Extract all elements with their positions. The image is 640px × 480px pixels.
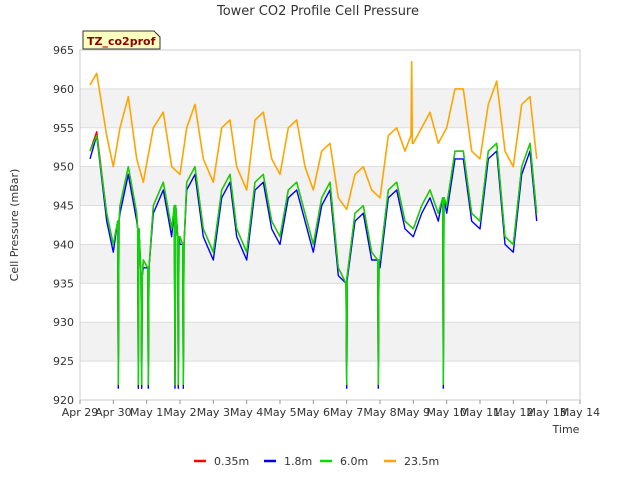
y-tick-label: 950: [53, 161, 74, 174]
legend-label: 0.35m: [214, 455, 249, 468]
y-tick-label: 930: [53, 316, 74, 329]
legend-item: 1.8m: [264, 455, 312, 468]
legend-item: 0.35m: [194, 455, 249, 468]
x-tick-label: May 11: [460, 406, 500, 419]
x-tick-label: May 10: [427, 406, 467, 419]
x-tick-label: Apr 30: [95, 406, 132, 419]
x-tick-label: May 1: [130, 406, 163, 419]
site-badge-box: [82, 30, 161, 50]
series-line-23_5m: [89, 60, 538, 211]
series-layer: [89, 60, 538, 389]
x-tick-label: May 7: [330, 406, 363, 419]
legend-item: 6.0m: [320, 455, 368, 468]
y-tick-label: 925: [53, 355, 74, 368]
legend-item: 23.5m: [384, 455, 439, 468]
x-tick-label: May 4: [230, 406, 263, 419]
x-tick-label: May 8: [363, 406, 396, 419]
y-tick-label: 955: [53, 122, 74, 135]
x-tick-label: May 9: [397, 406, 430, 419]
x-tick-label: May 5: [263, 406, 296, 419]
plot-frame: [79, 49, 581, 401]
x-tick-label: May 12: [493, 406, 533, 419]
x-tick-label: May 6: [297, 406, 330, 419]
chart-title: Tower CO2 Profile Cell Pressure: [216, 4, 419, 19]
grid-band: [80, 88, 580, 128]
x-tick-label: May 3: [197, 406, 230, 419]
grid-bands: [80, 88, 580, 362]
y-tick-label: 960: [53, 83, 74, 96]
x-axis-title: Time: [552, 423, 580, 436]
y-axis-title: Cell Pressure (mBar): [8, 169, 21, 282]
x-tick-label: May 14: [560, 406, 600, 419]
x-tick-label: May 2: [163, 406, 196, 419]
site-badge-label: TZ_co2prof: [87, 35, 156, 48]
y-tick-label: 940: [53, 238, 74, 251]
legend-label: 6.0m: [340, 455, 368, 468]
grid-band: [80, 322, 580, 362]
site-badge: TZ_co2prof: [82, 30, 161, 50]
legend: 0.35m 1.8m 6.0m 23.5m: [194, 455, 439, 468]
y-tick-label: 945: [53, 200, 74, 213]
x-tick-label: Apr 29: [62, 406, 99, 419]
y-tick-label: 935: [53, 277, 74, 290]
grid-band: [80, 244, 580, 284]
y-tick-label: 965: [53, 44, 74, 57]
legend-label: 23.5m: [404, 455, 439, 468]
y-tick-label: 920: [53, 394, 74, 407]
y-tick-labels: 920 925 930 935 940 945 950 955 960 965: [53, 44, 74, 407]
x-tick-label: May 13: [527, 406, 567, 419]
legend-label: 1.8m: [284, 455, 312, 468]
series-line-6_0m: [89, 134, 538, 386]
